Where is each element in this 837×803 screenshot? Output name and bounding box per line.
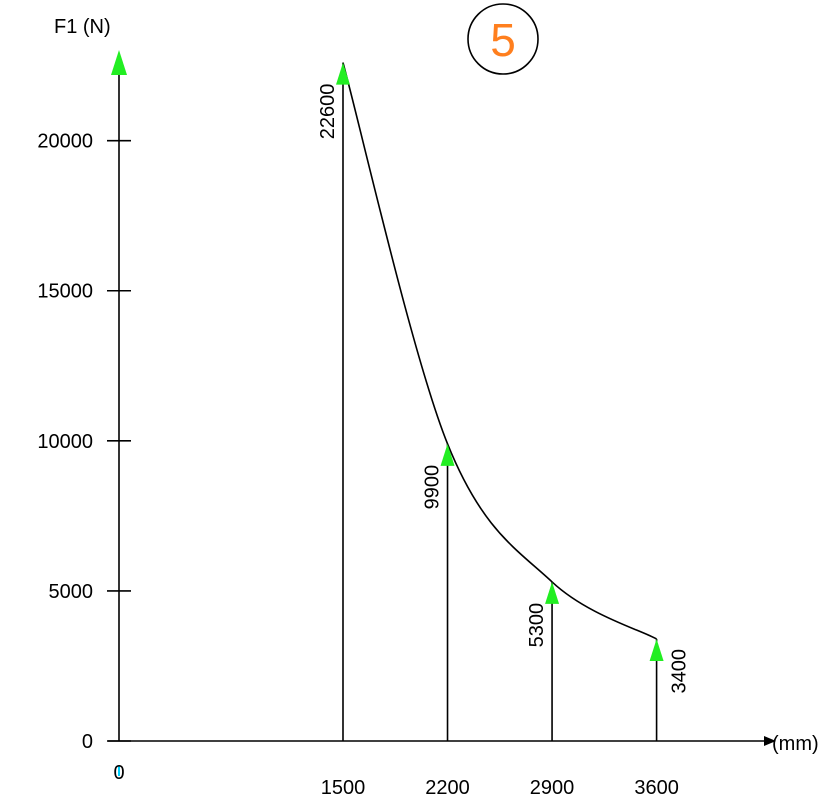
- force-arrow-icon: [335, 62, 350, 85]
- y-tick-label: 10000: [37, 431, 93, 453]
- x-axis-title: (mm): [772, 733, 819, 755]
- force-value-label: 22600: [317, 84, 339, 140]
- y-tick-label: 15000: [37, 281, 93, 303]
- badge-circle: [467, 3, 539, 75]
- force-value-label: 3400: [669, 649, 691, 694]
- y-tick-label: 20000: [37, 131, 93, 153]
- x-axis-arrow-icon: [764, 736, 776, 746]
- force-arrow-icon: [545, 581, 560, 604]
- force-value-label: 5300: [526, 603, 548, 648]
- axes: F1 (N) (mm): [54, 16, 819, 776]
- x-tick-label: 0: [113, 762, 124, 784]
- y-axis-title: F1 (N): [54, 16, 111, 38]
- series: 22600 9900 5300 3400: [317, 62, 691, 741]
- y-tick-label: 0: [82, 731, 93, 753]
- x-tick-label: 1500: [321, 777, 366, 799]
- x-ticks: 0 1500 2200 2900 3600: [113, 762, 678, 799]
- badge-number: 5: [490, 14, 516, 66]
- force-curve: [342, 62, 657, 640]
- x-tick-label: 2200: [425, 777, 470, 799]
- section-badge: 5: [467, 3, 539, 75]
- x-tick-label: 3600: [634, 777, 679, 799]
- y-axis-arrow-icon: [111, 50, 127, 75]
- x-tick-label: 2900: [530, 777, 575, 799]
- y-tick-label: 5000: [49, 581, 94, 603]
- force-value-label: 9900: [422, 465, 444, 510]
- y-ticks: 0 5000 10000 15000 20000: [37, 131, 131, 753]
- force-arrow-icon: [649, 638, 664, 661]
- force-arrow-icon: [440, 443, 455, 466]
